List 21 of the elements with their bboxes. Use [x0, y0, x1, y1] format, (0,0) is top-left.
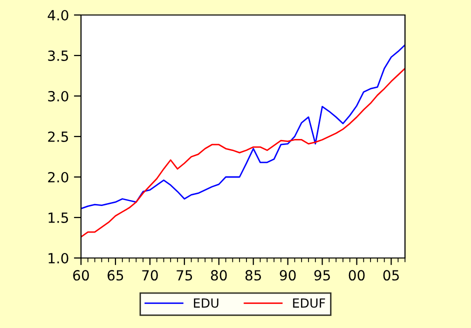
- line-series: [81, 44, 405, 210]
- x-tick-label: 95: [314, 270, 330, 281]
- y-tick-label: 3.0: [48, 90, 68, 102]
- y-tick-label: 1.5: [48, 212, 68, 223]
- x-tick-label: 05: [383, 270, 399, 281]
- legend-label: EDUF: [293, 298, 326, 308]
- line-series: [81, 68, 405, 238]
- x-tick-label: 80: [210, 270, 227, 281]
- y-tick-label: 4.0: [48, 10, 68, 20]
- x-tick-label: 75: [176, 270, 192, 281]
- x-tick-label: 65: [108, 270, 124, 281]
- y-tick-label: 3.5: [48, 50, 68, 61]
- y-tick-label: 1.0: [48, 252, 68, 264]
- x-tick-label: 90: [280, 270, 296, 281]
- x-tick-label: 60: [73, 270, 89, 281]
- x-tick-label: 00: [348, 270, 365, 281]
- legend-label: EDU: [194, 298, 218, 308]
- x-tick-label: 85: [245, 270, 261, 281]
- x-tick-label: 70: [142, 270, 158, 281]
- y-tick-label: 2.0: [48, 172, 68, 182]
- y-tick-label: 2.5: [48, 131, 68, 142]
